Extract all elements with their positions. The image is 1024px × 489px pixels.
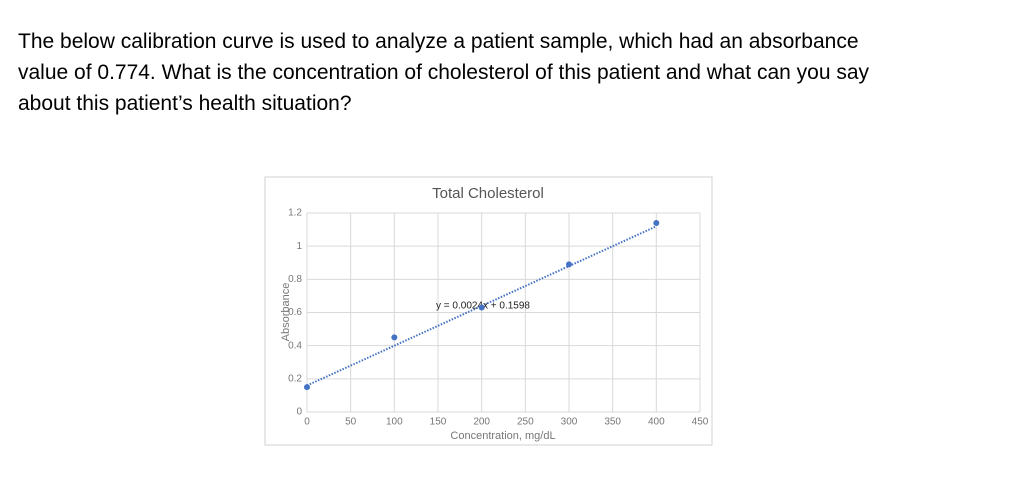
- y-tick-label: 0.4: [288, 340, 302, 351]
- x-tick-label: 400: [648, 417, 665, 428]
- x-tick-label: 150: [430, 417, 447, 428]
- question-line: The below calibration curve is used to a…: [18, 30, 859, 53]
- chart-frame: [264, 176, 713, 446]
- y-tick-label: 0.8: [288, 274, 302, 285]
- x-tick-label: 200: [473, 417, 490, 428]
- x-tick-label: 100: [386, 417, 403, 428]
- question-line: about this patient’s health situation?: [18, 92, 352, 115]
- data-point: [391, 334, 398, 341]
- x-tick-label: 50: [345, 417, 357, 428]
- y-tick-label: 0.2: [288, 373, 302, 384]
- x-tick-label: 250: [517, 417, 534, 428]
- x-tick-label: 300: [561, 417, 578, 428]
- y-tick-label: 0.6: [288, 307, 302, 318]
- y-tick-label: 1.2: [288, 208, 302, 219]
- x-tick-label: 450: [692, 417, 709, 428]
- chart-title: Total Cholesterol: [432, 185, 544, 202]
- x-axis-label: Concentration, mg/dL: [450, 430, 555, 442]
- trendline: [306, 225, 657, 387]
- y-tick-label: 0: [296, 407, 302, 418]
- data-point: [653, 219, 660, 226]
- data-point: [304, 384, 310, 391]
- data-point: [566, 261, 572, 268]
- question-line: value of 0.774. What is the concentratio…: [18, 61, 870, 84]
- data-point: [478, 304, 485, 311]
- x-tick-label: 350: [604, 417, 621, 428]
- y-tick-label: 1: [296, 241, 302, 252]
- x-tick-label: 0: [304, 417, 310, 428]
- y-axis-label: Absorbance: [280, 283, 292, 342]
